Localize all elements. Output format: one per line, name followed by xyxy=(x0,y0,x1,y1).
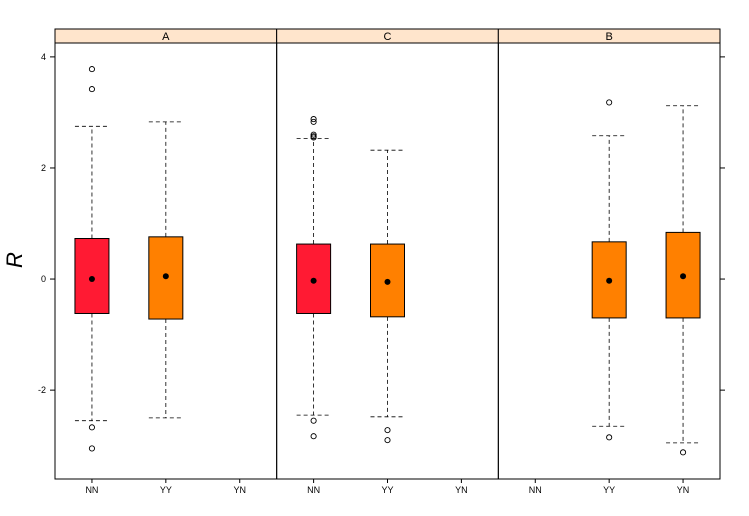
median-dot xyxy=(162,273,169,280)
outlier-point xyxy=(88,424,95,431)
box-A-NN xyxy=(74,66,110,452)
x-axis: NN YY YN NN YY YN NN YY YN xyxy=(85,479,689,495)
outlier-point xyxy=(606,99,613,106)
outlier-point xyxy=(310,131,317,138)
x-tick-label: YN xyxy=(233,485,246,495)
median-dot xyxy=(310,277,317,284)
outlier-point xyxy=(384,427,391,434)
x-tick-label: YY xyxy=(381,485,393,495)
median-dot xyxy=(680,273,687,280)
outlier-point xyxy=(310,417,317,424)
outlier-point xyxy=(88,66,95,73)
x-tick-label: YN xyxy=(677,485,690,495)
x-tick-label: NN xyxy=(529,485,542,495)
panel-B: B xyxy=(497,28,721,480)
strip-label: C xyxy=(384,31,392,43)
box-C-NN xyxy=(296,116,332,440)
outlier-point xyxy=(310,433,317,440)
box-iqr xyxy=(74,238,110,314)
x-tick-label: NN xyxy=(85,485,98,495)
panel-A: A xyxy=(54,28,278,480)
x-tick-label: NN xyxy=(307,485,320,495)
y-tick-label: 0 xyxy=(41,274,46,284)
box-B-YY xyxy=(591,99,627,441)
outlier-point xyxy=(88,86,95,93)
outlier-point xyxy=(680,449,687,456)
y-tick-label: -2 xyxy=(38,385,46,395)
outlier-point xyxy=(384,437,391,444)
y-tick-label: 4 xyxy=(41,52,46,62)
median-dot xyxy=(606,277,613,284)
median-dot xyxy=(384,278,391,285)
outlier-point xyxy=(310,118,317,125)
outlier-point xyxy=(88,445,95,452)
box-iqr xyxy=(296,243,332,314)
box-C-YY xyxy=(370,149,405,444)
outlier-point xyxy=(606,434,613,441)
box-A-YY xyxy=(148,121,184,419)
y-tick-label: 2 xyxy=(41,163,46,173)
panel-C: C xyxy=(276,28,499,480)
strip-label: B xyxy=(605,31,612,43)
strip-label: A xyxy=(162,31,170,43)
outlier-point xyxy=(310,134,317,141)
box-iqr xyxy=(148,236,184,320)
y-axis: -2 0 2 4 xyxy=(38,52,725,395)
y-axis-label: R xyxy=(2,252,27,268)
median-dot xyxy=(88,276,95,283)
x-tick-label: YY xyxy=(160,485,172,495)
box-B-YN xyxy=(665,105,701,456)
x-tick-label: YN xyxy=(455,485,468,495)
x-tick-label: YY xyxy=(603,485,615,495)
outlier-point xyxy=(310,116,317,123)
